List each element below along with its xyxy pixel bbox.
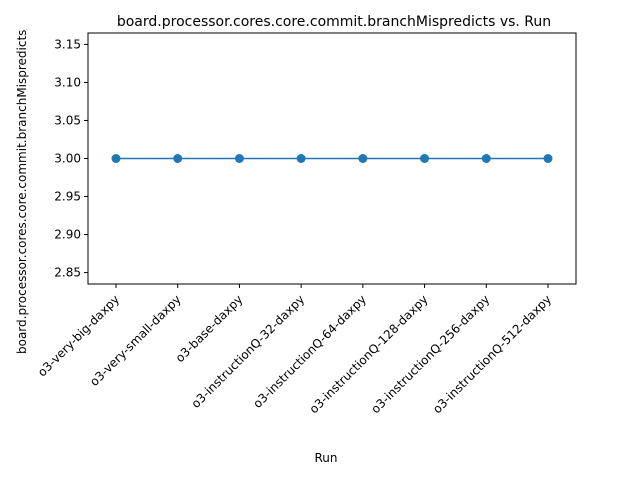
data-point-4 [358,154,368,163]
y-tick-label-5: 3.10 [54,75,81,89]
x-axis-title: Run [314,451,337,465]
y-axis-title: board.processor.cores.core.commit.branch… [15,30,29,354]
x-tick-label-7: o3-instructionQ-512-daxpy [430,292,554,416]
y-tick-label-2: 2.95 [54,190,81,204]
y-tick-label-4: 3.05 [54,113,81,127]
data-point-0 [111,154,121,163]
plot-area: 2.852.902.953.003.053.103.15o3-very-big-… [35,32,577,416]
data-point-3 [296,154,306,163]
chart-title: board.processor.cores.core.commit.branch… [117,14,551,30]
y-tick-label-1: 2.90 [54,228,81,242]
x-tick-label-5: o3-instructionQ-128-daxpy [307,292,431,416]
x-tick-label-6: o3-instructionQ-256-daxpy [368,292,492,416]
data-point-5 [420,154,430,163]
data-point-2 [234,154,244,163]
data-point-6 [481,154,491,163]
x-tick-label-4: o3-instructionQ-64-daxpy [250,292,369,411]
x-tick-label-3: o3-instructionQ-32-daxpy [189,292,308,411]
data-point-1 [173,154,183,163]
data-point-7 [543,154,553,163]
y-tick-label-0: 2.85 [54,266,81,280]
y-tick-label-6: 3.15 [54,37,81,51]
y-tick-label-3: 3.00 [54,152,81,166]
